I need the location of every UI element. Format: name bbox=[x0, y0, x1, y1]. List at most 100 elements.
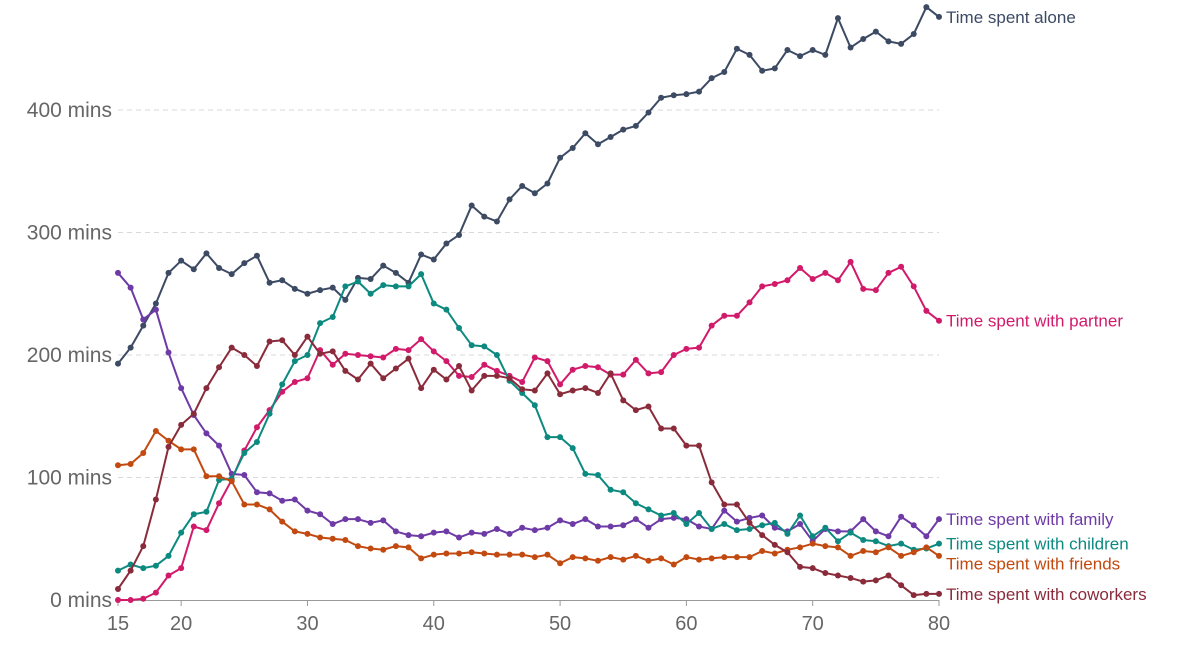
data-point bbox=[620, 522, 627, 529]
data-point bbox=[203, 527, 210, 534]
data-point bbox=[115, 597, 121, 603]
data-point bbox=[152, 300, 159, 307]
data-point bbox=[771, 524, 778, 531]
data-point bbox=[165, 349, 172, 356]
data-point bbox=[405, 355, 412, 362]
data-point bbox=[885, 544, 892, 551]
data-point bbox=[910, 549, 917, 556]
data-point bbox=[317, 534, 324, 541]
data-point bbox=[405, 347, 412, 354]
data-point bbox=[544, 358, 551, 365]
data-point bbox=[645, 506, 652, 513]
data-point bbox=[898, 582, 905, 589]
data-point bbox=[190, 523, 197, 530]
data-point bbox=[481, 550, 488, 557]
data-point bbox=[456, 231, 463, 238]
data-point bbox=[594, 389, 601, 396]
data-point bbox=[279, 518, 286, 525]
data-point bbox=[923, 533, 930, 540]
data-point bbox=[683, 516, 690, 523]
data-point bbox=[430, 256, 437, 263]
data-point bbox=[923, 307, 930, 314]
data-point bbox=[733, 45, 740, 52]
data-point bbox=[797, 563, 804, 570]
data-point bbox=[178, 421, 185, 428]
data-point bbox=[228, 271, 235, 278]
data-point bbox=[683, 521, 690, 528]
data-point bbox=[152, 562, 159, 569]
data-point bbox=[544, 524, 551, 531]
x-tick-label: 15 bbox=[107, 613, 129, 635]
data-point bbox=[430, 366, 437, 373]
data-point bbox=[456, 363, 463, 370]
data-point bbox=[418, 555, 425, 562]
data-point bbox=[872, 549, 879, 556]
data-point bbox=[115, 567, 121, 574]
data-point bbox=[481, 372, 488, 379]
data-point bbox=[392, 345, 399, 352]
data-point bbox=[898, 263, 905, 270]
data-point bbox=[822, 524, 829, 531]
data-point bbox=[115, 269, 121, 276]
data-point bbox=[797, 265, 804, 272]
x-tick-label: 60 bbox=[675, 613, 697, 635]
data-point bbox=[506, 196, 513, 203]
data-point bbox=[557, 517, 564, 524]
data-point bbox=[746, 554, 753, 561]
data-point bbox=[531, 527, 538, 534]
data-point bbox=[936, 552, 942, 559]
data-point bbox=[557, 434, 564, 441]
data-point bbox=[620, 126, 627, 133]
series-label-time-spent-with-family: Time spent with family bbox=[946, 510, 1114, 529]
data-point bbox=[607, 133, 614, 140]
data-point bbox=[493, 372, 500, 379]
data-point bbox=[557, 391, 564, 398]
data-point bbox=[468, 529, 475, 536]
data-point bbox=[165, 552, 172, 559]
data-point bbox=[645, 557, 652, 564]
data-point bbox=[784, 549, 791, 556]
data-point bbox=[291, 352, 298, 358]
data-point bbox=[569, 521, 576, 528]
series-label-time-spent-with-friends: Time spent with friends bbox=[946, 555, 1120, 574]
data-point bbox=[746, 299, 753, 306]
data-point bbox=[203, 508, 210, 515]
data-point bbox=[241, 352, 248, 358]
data-point bbox=[872, 577, 879, 584]
y-tick-label: 400 mins bbox=[27, 99, 112, 122]
data-point bbox=[481, 213, 488, 220]
data-point bbox=[923, 544, 930, 551]
data-point bbox=[746, 525, 753, 532]
data-point bbox=[594, 141, 601, 148]
data-point bbox=[253, 438, 260, 445]
data-point bbox=[291, 358, 298, 365]
data-point bbox=[367, 519, 374, 526]
data-point bbox=[898, 513, 905, 520]
data-point bbox=[152, 306, 159, 313]
data-point bbox=[733, 554, 740, 561]
data-point bbox=[127, 597, 134, 603]
data-point bbox=[506, 551, 513, 558]
data-point bbox=[733, 312, 740, 319]
data-point bbox=[493, 352, 500, 358]
data-point bbox=[443, 550, 450, 557]
y-axis: 0 mins 100 mins 200 mins 300 mins 400 mins bbox=[27, 99, 112, 612]
data-point bbox=[632, 356, 639, 363]
data-point bbox=[670, 514, 677, 521]
data-point bbox=[519, 378, 526, 385]
data-point bbox=[392, 283, 399, 290]
data-point bbox=[582, 363, 589, 370]
data-point bbox=[418, 251, 425, 258]
data-point bbox=[367, 360, 374, 367]
data-point bbox=[784, 46, 791, 53]
data-point bbox=[291, 285, 298, 292]
data-point bbox=[178, 446, 185, 453]
data-point bbox=[140, 322, 147, 329]
data-point bbox=[291, 496, 298, 503]
data-point bbox=[342, 367, 349, 374]
data-point bbox=[367, 545, 374, 552]
data-point bbox=[872, 528, 879, 535]
data-point bbox=[670, 510, 677, 517]
data-point bbox=[468, 374, 475, 381]
y-tick-label: 300 mins bbox=[27, 222, 112, 245]
